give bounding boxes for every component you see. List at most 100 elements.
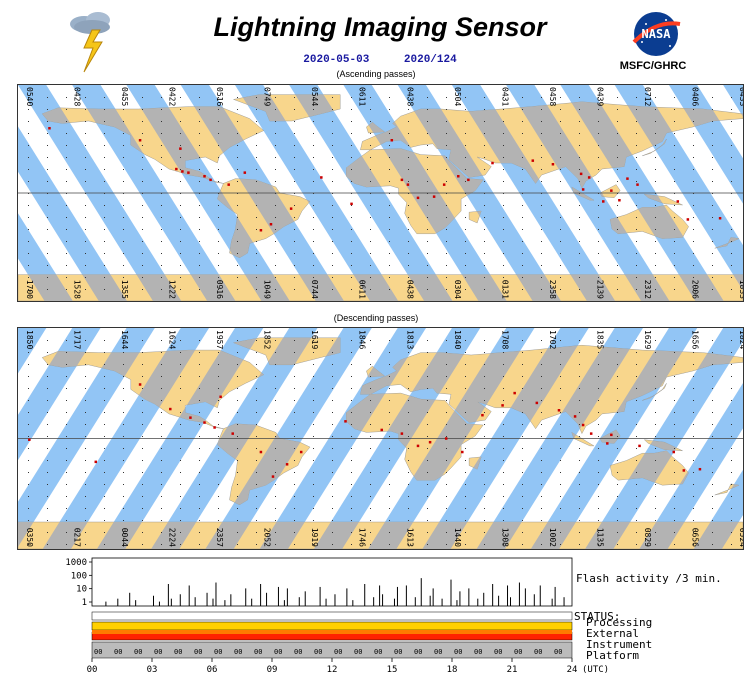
ascending-pass-map: 0540 0428 0455 0422 0516 0749 0544 0611 0438 0504…: [17, 84, 744, 302]
bottom-time-label: 0916: [215, 280, 224, 299]
platform-code: 00: [534, 648, 542, 656]
bottom-time-label: 1528: [73, 280, 82, 299]
lightning-flash: [682, 469, 686, 472]
nasa-logo-text: NASA: [642, 27, 672, 41]
lightning-flash: [213, 426, 216, 429]
lightning-flash: [289, 207, 293, 210]
x-tick-label: 00: [87, 665, 98, 675]
bottom-time-label: 2357: [215, 528, 224, 547]
ascending-caption: (Ascending passes): [336, 69, 416, 79]
y-tick-label: 1: [82, 598, 87, 608]
lightning-flash: [344, 420, 347, 423]
day-of-year: 2020/124: [403, 54, 457, 66]
lightning-flash: [400, 178, 404, 182]
top-time-label: 1852: [263, 330, 272, 349]
lightning-flash: [672, 450, 676, 454]
top-time-label: 0428: [73, 87, 82, 106]
top-time-label: 0611: [358, 87, 367, 106]
top-time-label: 0438: [405, 87, 414, 106]
date-line: 2020-05-03 2020/124: [260, 54, 500, 66]
top-time-label: 1619: [310, 330, 319, 349]
lightning-flash: [557, 409, 561, 412]
bottom-time-label: 0438: [405, 280, 414, 299]
dotted-grid: [28, 340, 732, 545]
lightning-flash: [432, 195, 436, 198]
top-time-label: 1846: [358, 330, 367, 349]
platform-code: 00: [274, 648, 282, 656]
bottom-time-label: 0744: [310, 280, 319, 299]
lightning-flash: [589, 432, 593, 435]
flash-timeline: 1000 100 10 1 Flash activity /3 min. 00 00 00 00…: [65, 557, 722, 675]
lightning-flash: [718, 217, 722, 220]
lightning-flashes: [28, 383, 702, 478]
y-tick-label: 10: [76, 585, 87, 595]
platform-code: 00: [554, 648, 562, 656]
lightning-flash: [219, 395, 222, 399]
top-time-label: 1656: [690, 330, 699, 349]
lightning-flash: [94, 460, 98, 464]
platform-code: 00: [254, 648, 262, 656]
top-time-label: 0433: [738, 87, 744, 106]
lightning-flash: [299, 450, 303, 454]
platform-code: 00: [474, 648, 482, 656]
lightning-flash: [416, 196, 420, 200]
bottom-time-label: 0304: [453, 280, 462, 299]
platform-code: 00: [494, 648, 502, 656]
bottom-time-label: 0611: [358, 280, 367, 299]
top-time-label: 0422: [168, 87, 177, 106]
lightning-flash: [481, 413, 484, 417]
lightning-flash: [501, 404, 504, 407]
lightning-flash: [610, 189, 613, 192]
lightning-flash: [209, 178, 212, 182]
top-time-label: 1824: [738, 330, 744, 349]
lightning-flash: [138, 383, 142, 386]
top-time-label: 0540: [25, 87, 34, 106]
lightning-flash: [626, 177, 629, 180]
lightning-flashes: [48, 127, 722, 232]
top-time-label: 1629: [643, 330, 652, 349]
top-time-label: 1702: [548, 330, 557, 349]
bottom-time-label: 0829: [643, 528, 652, 547]
descending-caption: (Descending passes): [333, 313, 419, 323]
platform-code: 00: [334, 648, 342, 656]
platform-code: 00: [294, 648, 302, 656]
top-time-label: 0458: [548, 87, 557, 106]
dotted-grid: [28, 97, 732, 290]
bottom-time-label: 2224: [168, 528, 177, 547]
x-tick-label: 15: [387, 665, 398, 675]
lightning-flash: [457, 175, 460, 178]
bottom-time-label: 1135: [595, 528, 604, 547]
platform-code: 00: [514, 648, 522, 656]
lightning-flash: [461, 450, 464, 454]
platform-code: 00: [234, 648, 242, 656]
bottom-time-label: 1746: [358, 528, 367, 547]
x-tick-label: 03: [147, 665, 158, 675]
lightning-flash: [444, 437, 448, 440]
platform-code: 00: [374, 648, 382, 656]
platform-code: 00: [214, 648, 222, 656]
lightning-flash: [686, 218, 690, 221]
platform-code: 00: [134, 648, 142, 656]
lightning-flash: [175, 167, 178, 171]
bottom-time-label: 1355: [120, 280, 129, 299]
processing-strip: [91, 611, 573, 621]
lightning-flash: [638, 444, 641, 448]
page-title: Lightning Imaging Sensor: [213, 12, 547, 42]
x-tick-label: 09: [267, 665, 278, 675]
descending-pass-map: 1850 1717 1644 1624 1957 1852 1619 1846 1813 1840…: [17, 327, 744, 550]
lightning-flash: [618, 199, 621, 202]
top-time-label: 1708: [500, 330, 509, 349]
bottom-time-label: 0131: [500, 280, 509, 299]
top-time-label: 1717: [73, 330, 82, 349]
bottom-time-label: 0350: [25, 528, 34, 547]
x-tick-label: 12: [327, 665, 338, 675]
bottom-time-label: 1919: [310, 528, 319, 547]
flash-plot-frame: [91, 557, 573, 607]
lightning-flash: [535, 401, 539, 405]
x-axis-unit: (UTC): [582, 665, 609, 675]
lightning-flash: [271, 475, 275, 478]
platform-code: 00: [314, 648, 322, 656]
lightning-flash: [390, 139, 394, 142]
lightning-flash: [406, 183, 410, 186]
lightning-flash: [187, 171, 190, 174]
